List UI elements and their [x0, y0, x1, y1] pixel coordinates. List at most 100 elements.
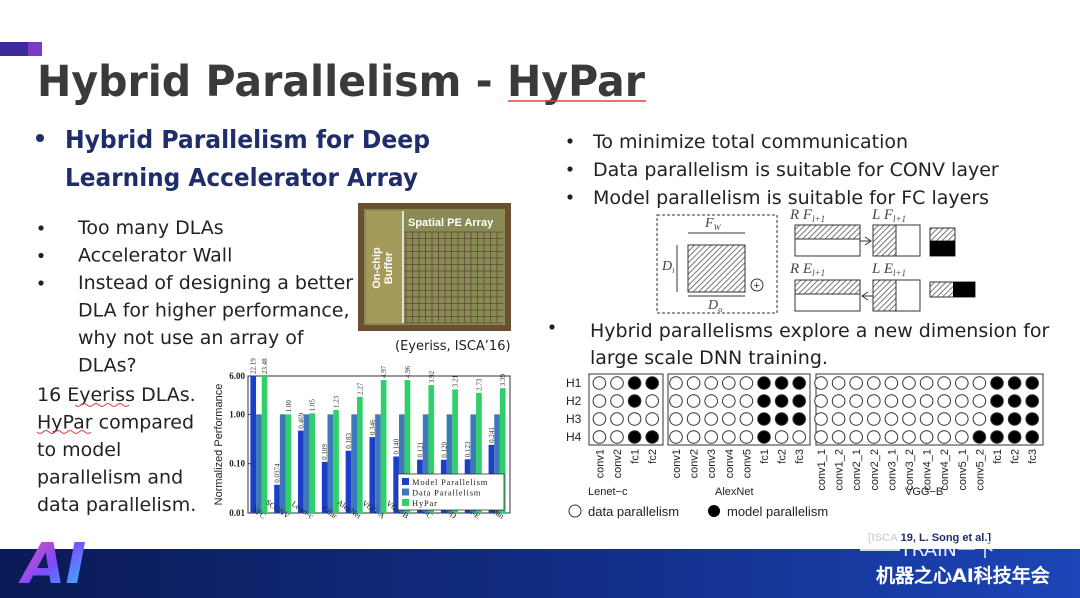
bullet-dot — [567, 194, 573, 200]
do-label: Do — [707, 298, 722, 314]
layer-label: conv3 — [706, 449, 718, 478]
lf-label-sub: l+1 — [893, 214, 906, 224]
dot — [955, 430, 969, 444]
bar — [321, 461, 328, 513]
chip-buffer — [366, 211, 402, 323]
dot — [972, 376, 987, 390]
layer-label: conv1 — [671, 449, 683, 478]
network-name: AlexNet — [715, 486, 754, 498]
bar — [333, 409, 339, 513]
dot — [849, 412, 864, 426]
photo-caption: (Eyeriss, ISCA’16) — [395, 339, 511, 354]
dot — [592, 376, 607, 390]
dot — [867, 394, 881, 408]
re-label-main: R E — [789, 261, 812, 277]
layer-label: fc3 — [1027, 449, 1039, 464]
bullet-dot — [549, 324, 555, 330]
dot — [645, 394, 660, 408]
slide-title: Hybrid Parallelism - HyPar — [37, 57, 646, 107]
dot — [831, 376, 846, 390]
bar — [452, 389, 458, 513]
value-label: 4.97 — [380, 365, 388, 378]
dot — [955, 412, 969, 426]
dot — [739, 394, 754, 408]
dot — [686, 376, 701, 390]
bar — [309, 413, 316, 513]
di-label-main: D — [661, 259, 672, 274]
do-label-sub: o — [718, 305, 722, 314]
value-label: 0.241 — [488, 427, 496, 443]
bullet-text: Too many DLAs — [77, 217, 224, 239]
dot — [919, 376, 934, 390]
layer-label: conv2_1 — [851, 449, 863, 491]
bar — [470, 414, 477, 513]
re-label: R El+1 — [789, 261, 825, 278]
re-label-sub: l+1 — [812, 268, 825, 278]
diagram-legend: model parallelism — [727, 504, 828, 519]
bar — [298, 430, 304, 513]
dot — [955, 376, 969, 390]
dot — [722, 430, 736, 444]
bullet-dot — [38, 252, 44, 259]
dot — [592, 412, 607, 426]
dot — [610, 376, 624, 390]
layer-label: conv5 — [741, 449, 753, 478]
di-label-sub: i — [672, 266, 675, 275]
dot — [592, 394, 607, 408]
layer-label: fc1 — [630, 449, 642, 464]
row-label: H1 — [566, 376, 582, 390]
layer-label: conv1_1 — [816, 449, 828, 491]
dot — [937, 412, 952, 426]
value-label: 4.96 — [404, 365, 412, 378]
value-label: 0.123 — [464, 441, 472, 457]
accent-bar — [0, 42, 28, 56]
heading-line: Learning Accelerator Array — [65, 163, 418, 192]
legend-label: HyPar — [412, 498, 438, 508]
bullet-text: Data parallelism is suitable for CONV la… — [593, 159, 999, 181]
dot — [686, 394, 701, 408]
note-text: data parallelism. — [37, 494, 196, 516]
dot — [1007, 412, 1022, 426]
bar — [250, 376, 257, 513]
bar — [404, 380, 411, 513]
re-hatch — [794, 279, 861, 295]
dot — [757, 394, 771, 408]
dot — [972, 412, 987, 426]
bar — [380, 380, 387, 513]
y-tick-label: 0.10 — [229, 459, 245, 469]
bar — [428, 385, 435, 513]
dot — [792, 430, 807, 444]
y-tick-label: 0.01 — [229, 508, 245, 518]
dot — [739, 412, 754, 426]
dot — [902, 376, 916, 390]
layer-label: fc1 — [992, 449, 1004, 464]
array-label: Spatial PE Array — [408, 217, 494, 229]
legend-swatch — [402, 488, 409, 496]
network-name: VGG−B — [905, 486, 943, 498]
dot — [814, 394, 828, 408]
layer-label: fc2 — [1010, 449, 1022, 464]
dot — [1007, 430, 1022, 444]
layer-label: conv1_2 — [834, 449, 846, 491]
row-label: H4 — [566, 430, 582, 444]
y-tick-label: 1.00 — [229, 409, 245, 419]
bar — [351, 414, 357, 513]
dot — [686, 430, 701, 444]
layer-label: conv5_1 — [957, 449, 969, 491]
dot — [610, 412, 624, 426]
value-label: 22.19 — [250, 358, 258, 374]
note-text: parallelism and — [37, 467, 183, 489]
bar — [327, 414, 334, 513]
di-label: Di — [661, 259, 675, 275]
value-label: 3.92 — [428, 370, 436, 383]
layer-label: conv3_2 — [904, 449, 916, 491]
bullet-dot — [567, 138, 573, 144]
dot — [1025, 376, 1039, 390]
logo: AI — [18, 532, 86, 597]
bar — [499, 388, 506, 513]
bar — [446, 414, 453, 513]
dot — [919, 430, 934, 444]
note-text: 16 Eyeriss DLAs. — [37, 384, 196, 406]
bullet-text: large scale DNN training. — [590, 347, 828, 369]
